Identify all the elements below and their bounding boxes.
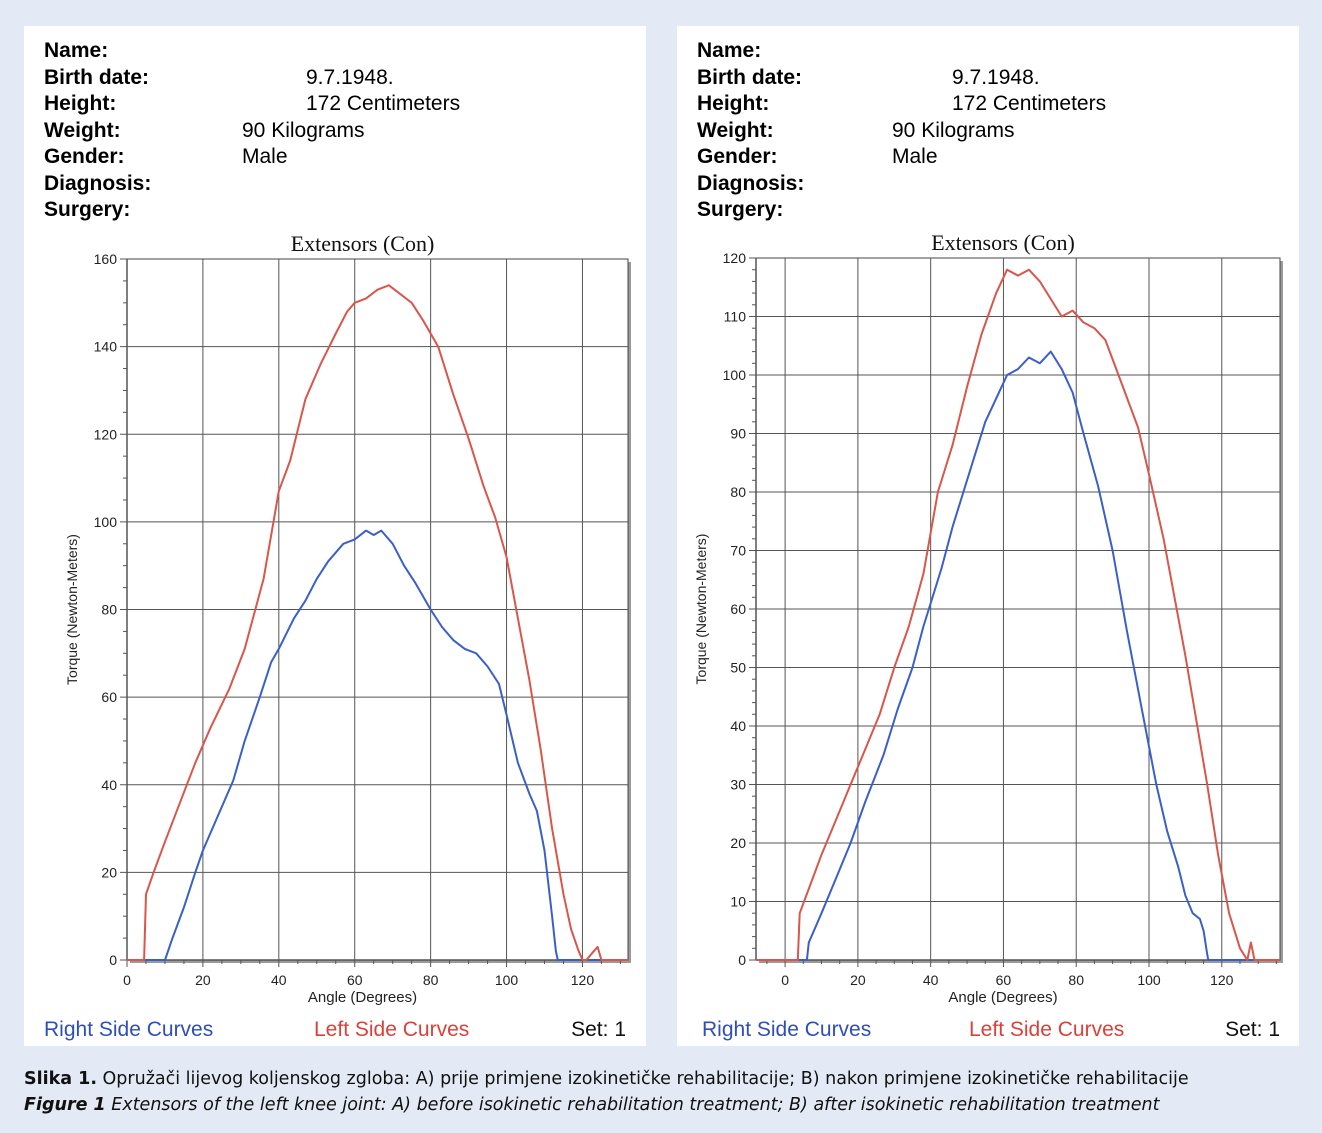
caption-text-en: Extensors of the left knee joint: A) bef… <box>105 1095 1160 1115</box>
x-tick-label: 100 <box>1137 972 1161 988</box>
caption-english: Figure 1 Extensors of the left knee join… <box>24 1092 1314 1118</box>
x-tick-label: 0 <box>123 972 131 988</box>
chart-panel-b: Name: Birth date: 9.7.1948. Height: 172 Ce… <box>677 26 1299 1046</box>
gender-label: Gender: <box>697 145 778 168</box>
y-tick-label: 80 <box>101 602 117 618</box>
y-tick-label: 20 <box>101 864 117 880</box>
y-tick-label: 110 <box>724 309 747 325</box>
weight-value: 90 Kilograms <box>892 118 1015 142</box>
x-axis-label: Angle (Degrees) <box>948 989 1057 1006</box>
caption-label-en: Figure 1 <box>24 1095 106 1115</box>
weight-value: 90 Kilograms <box>242 118 365 142</box>
y-tick-label: 40 <box>730 718 746 734</box>
x-tick-label: 40 <box>271 972 287 988</box>
birth-date-value: 9.7.1948. <box>306 65 394 89</box>
birth-date-value: 9.7.1948. <box>952 65 1040 89</box>
x-axis-label: Angle (Degrees) <box>308 989 417 1006</box>
legend-left-side: Left Side Curves <box>314 1018 469 1041</box>
gender-value: Male <box>242 145 288 168</box>
y-axis-label: Torque (Newton-Meters) <box>64 534 80 685</box>
diagnosis-label: Diagnosis: <box>44 171 152 195</box>
y-tick-label: 120 <box>94 426 118 442</box>
torque-chart-a: 0 20 40 60 80 100 120 140 160 0 20 40 60 80 100 120 Exte… <box>44 231 631 1041</box>
y-tick-label: 0 <box>738 952 746 968</box>
legend-left-side: Left Side Curves <box>969 1018 1124 1041</box>
weight-label: Weight: <box>697 118 774 142</box>
y-tick-label: 30 <box>730 777 746 793</box>
surgery-label: Surgery: <box>697 198 784 221</box>
x-tick-label: 120 <box>571 972 595 988</box>
y-tick-label: 120 <box>723 250 747 266</box>
name-label: Name: <box>697 39 762 62</box>
y-tick-label: 80 <box>730 484 746 500</box>
y-tick-label: 40 <box>101 777 117 793</box>
y-tick-label: 100 <box>723 367 747 383</box>
y-tick-label: 60 <box>101 689 117 705</box>
y-tick-label: 70 <box>730 543 746 559</box>
x-tick-label: 60 <box>996 972 1012 988</box>
y-tick-label: 60 <box>730 601 746 617</box>
caption-croatian: Slika 1. Opružači lijevog koljenskog zgl… <box>24 1066 1314 1092</box>
diagnosis-label: Diagnosis: <box>697 171 805 195</box>
right-side-curve <box>756 350 1280 961</box>
y-tick-label: 50 <box>730 660 746 676</box>
x-tick-label: 0 <box>781 972 789 988</box>
y-tick-label: 160 <box>94 251 118 267</box>
y-tick-label: 90 <box>730 426 746 442</box>
x-tick-label: 120 <box>1210 972 1234 988</box>
chart-panel-a: Name: Birth date: 9.7.1948. Height: 172 Ce… <box>24 26 646 1046</box>
legend-right-side: Right Side Curves <box>702 1018 871 1041</box>
birth-date-label: Birth date: <box>697 65 802 89</box>
surgery-label: Surgery: <box>44 198 131 221</box>
gender-label: Gender: <box>44 145 125 168</box>
weight-label: Weight: <box>44 118 121 142</box>
x-tick-label: 40 <box>923 972 939 988</box>
gender-value: Male <box>892 145 938 168</box>
y-tick-label: 0 <box>109 952 117 968</box>
caption-label-hr: Slika 1. <box>24 1069 97 1089</box>
x-tick-label: 20 <box>850 972 866 988</box>
caption-text-hr: Opružači lijevog koljenskog zgloba: A) p… <box>96 1069 1189 1089</box>
height-value: 172 Centimeters <box>952 92 1107 115</box>
figure-caption: Slika 1. Opružači lijevog koljenskog zgl… <box>24 1066 1314 1118</box>
height-label: Height: <box>44 92 117 115</box>
chart-title: Extensors (Con) <box>931 230 1075 255</box>
legend-set: Set: 1 <box>571 1018 626 1041</box>
legend-right-side: Right Side Curves <box>44 1018 213 1041</box>
x-tick-label: 20 <box>195 972 211 988</box>
x-tick-label: 80 <box>423 972 439 988</box>
right-side-curve <box>127 529 628 961</box>
y-tick-label: 10 <box>730 894 746 910</box>
birth-date-label: Birth date: <box>44 65 149 89</box>
y-tick-label: 140 <box>94 339 118 355</box>
y-tick-label: 100 <box>94 514 118 530</box>
x-tick-label: 60 <box>347 972 363 988</box>
x-tick-label: 100 <box>495 972 519 988</box>
height-label: Height: <box>697 92 770 115</box>
legend-set: Set: 1 <box>1225 1018 1280 1041</box>
height-value: 172 Centimeters <box>306 92 461 115</box>
left-side-curve <box>756 268 1280 961</box>
chart-title: Extensors (Con) <box>291 231 435 256</box>
y-axis-label: Torque (Newton-Meters) <box>693 534 709 685</box>
name-label: Name: <box>44 39 109 62</box>
left-side-curve <box>127 284 628 961</box>
y-tick-label: 20 <box>730 835 746 851</box>
x-tick-label: 80 <box>1068 972 1084 988</box>
torque-chart-b: 0 10 20 30 40 50 60 70 80 90 100 110 120 0 20 40 60 80 100… <box>693 230 1283 1041</box>
